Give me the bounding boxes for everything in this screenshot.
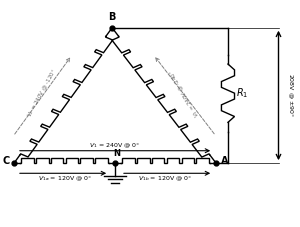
Text: $V_1$ = 240V @ 0°: $V_1$ = 240V @ 0°: [89, 141, 141, 150]
Text: 208V @ $\pm$90°: 208V @ $\pm$90°: [286, 73, 294, 118]
Text: N: N: [113, 149, 120, 158]
Text: A: A: [220, 156, 228, 166]
Text: $R_1$: $R_1$: [236, 86, 249, 100]
Text: C: C: [2, 156, 10, 166]
Text: $V_{1b}$ = 120V @ 0°: $V_{1b}$ = 120V @ 0°: [139, 174, 193, 183]
Text: B: B: [108, 12, 116, 22]
Text: $V_3$ = 240V @ -240°: $V_3$ = 240V @ -240°: [167, 67, 202, 119]
Text: $V_{1a}$ = 120V @ 0°: $V_{1a}$ = 120V @ 0°: [38, 174, 92, 183]
Text: $V_2$ = 240V @ -120°: $V_2$ = 240V @ -120°: [25, 67, 59, 119]
